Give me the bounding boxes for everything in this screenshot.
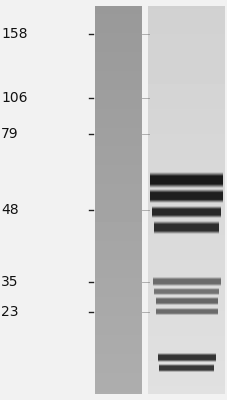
Text: 48: 48: [1, 203, 19, 217]
Text: 158: 158: [1, 27, 27, 41]
Bar: [142, 6, 148, 394]
Text: 79: 79: [1, 127, 19, 141]
Text: 23: 23: [1, 305, 19, 319]
Text: 35: 35: [1, 275, 19, 289]
Text: 106: 106: [1, 91, 27, 105]
